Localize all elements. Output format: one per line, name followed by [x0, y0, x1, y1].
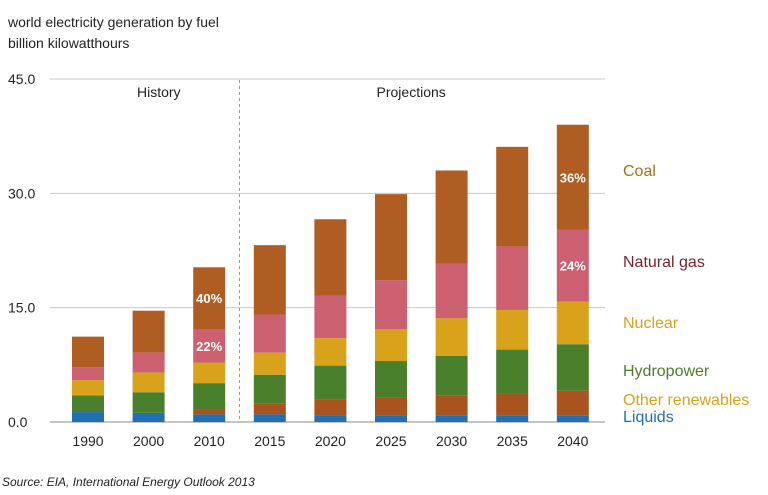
bar-segment: [435, 415, 468, 422]
bar-segment: [314, 399, 347, 416]
bar-segment: [435, 395, 468, 416]
bar-segment: [496, 349, 529, 394]
bar-segment: [193, 362, 226, 384]
bar-segment: [253, 314, 286, 353]
x-tick-labels: 1990 2000 2010 2015 2020 2025 2030 2035 2040: [72, 433, 588, 449]
bar-segment: [193, 267, 226, 330]
bar-segment: [375, 329, 407, 362]
legend-label: Coal: [623, 163, 656, 180]
bar-segment: [375, 361, 407, 398]
section-labels: History Projections: [137, 80, 446, 422]
y-tick-label: 30.0: [8, 185, 35, 201]
x-tick-label: 2030: [436, 433, 467, 449]
x-tick-label: 2040: [557, 433, 588, 449]
legend-label: Liquids: [623, 409, 674, 426]
bar-segment: [132, 310, 165, 353]
bar-segment: [193, 329, 226, 363]
bar-segment: [314, 219, 347, 296]
bar-segment: [314, 295, 347, 339]
bar-segment: [375, 415, 407, 422]
bar-segment: [253, 245, 286, 315]
bar-segment: [72, 336, 104, 368]
annotations: 40% 22% 36% 24%: [196, 170, 586, 353]
bar-segment: [132, 392, 165, 413]
y-tick-labels: 0.0 15.0 30.0 45.0: [8, 71, 35, 430]
x-tick-label: 2010: [194, 433, 225, 449]
bar-segment: [496, 146, 529, 247]
percent-annotation: 36%: [560, 170, 586, 185]
bar-segment: [253, 352, 286, 375]
bar-segment: [193, 409, 226, 415]
bar-segment: [314, 365, 347, 400]
bar-segment: [72, 380, 104, 396]
bar-segment: [496, 393, 529, 416]
bar-segment: [556, 390, 589, 416]
x-tick-label: 2035: [497, 433, 528, 449]
legend-label: Natural gas: [623, 254, 705, 271]
y-tick-label: 0.0: [8, 414, 28, 430]
bar-segment: [435, 263, 468, 319]
bar-segment: [375, 280, 407, 330]
source-note: Source: EIA, International Energy Outloo…: [2, 475, 255, 489]
x-tick-label: 2015: [254, 433, 285, 449]
bar-segment: [72, 367, 104, 381]
legend: Coal Natural gas Nuclear Hydropower Other re…: [623, 163, 749, 426]
bar-segment: [132, 352, 165, 373]
percent-annotation: 22%: [196, 339, 222, 354]
x-tick-label: 2020: [315, 433, 346, 449]
section-label: History: [137, 84, 181, 100]
bar-segment: [556, 229, 589, 302]
percent-annotation: 40%: [196, 291, 222, 306]
y-tick-label: 15.0: [8, 300, 35, 316]
bar-segment: [132, 372, 165, 393]
x-tick-label: 1990: [72, 433, 103, 449]
bar-segment: [435, 318, 468, 356]
bar-segment: [193, 414, 226, 422]
x-tick-label: 2000: [133, 433, 164, 449]
bar-segment: [496, 309, 529, 350]
bar-segment: [496, 415, 529, 422]
legend-label: Other renewables: [623, 392, 749, 409]
bar-segment: [193, 383, 226, 410]
bar-segment: [556, 344, 589, 391]
bar-segment: [72, 412, 104, 422]
bar-segment: [435, 355, 468, 396]
bar-segment: [253, 414, 286, 422]
bar-segment: [253, 374, 286, 404]
legend-label: Nuclear: [623, 315, 679, 332]
bar-segment: [72, 395, 104, 413]
bar-segment: [375, 194, 407, 281]
bar-segment: [314, 415, 347, 422]
bar-segment: [556, 415, 589, 422]
bar-segment: [496, 246, 529, 310]
bar-segment: [375, 397, 407, 416]
bar-segment: [253, 403, 286, 415]
y-tick-label: 45.0: [8, 71, 35, 87]
chart-title: world electricity generation by fuel: [7, 14, 219, 30]
bar-segment: [314, 338, 347, 366]
section-label: Projections: [377, 84, 446, 100]
x-tick-label: 2025: [375, 433, 406, 449]
legend-label: Hydropower: [623, 363, 710, 380]
bar-segment: [435, 170, 468, 264]
bars: [72, 124, 589, 422]
bar-segment: [556, 301, 589, 345]
percent-annotation: 24%: [560, 259, 586, 274]
bar-segment: [556, 124, 589, 230]
y-axis-label: billion kilowatthours: [8, 35, 129, 51]
bar-segment: [132, 412, 165, 422]
